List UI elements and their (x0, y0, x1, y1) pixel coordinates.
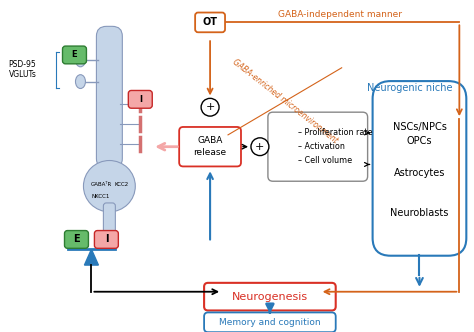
Text: I: I (139, 95, 142, 104)
FancyBboxPatch shape (195, 13, 225, 32)
FancyBboxPatch shape (373, 81, 466, 256)
Circle shape (251, 138, 269, 156)
Ellipse shape (75, 75, 85, 89)
Text: I: I (105, 234, 108, 244)
Text: GABA-independent manner: GABA-independent manner (278, 10, 401, 19)
FancyBboxPatch shape (179, 127, 241, 166)
Text: E: E (72, 50, 77, 59)
Text: NSCs/NPCs
OPCs: NSCs/NPCs OPCs (392, 122, 447, 146)
Text: GABA-enriched microenvironment: GABA-enriched microenvironment (230, 57, 339, 145)
FancyBboxPatch shape (128, 90, 152, 108)
Text: Neurogenic niche: Neurogenic niche (367, 83, 452, 93)
Text: Astrocytes: Astrocytes (394, 168, 445, 178)
Text: Memory and cognition: Memory and cognition (219, 318, 321, 327)
Text: NKCC1: NKCC1 (91, 194, 109, 199)
Text: Neuroblasts: Neuroblasts (390, 208, 449, 218)
Polygon shape (84, 249, 99, 265)
FancyBboxPatch shape (268, 112, 368, 181)
Ellipse shape (83, 160, 135, 212)
Ellipse shape (75, 53, 85, 67)
Text: GABA
release: GABA release (193, 136, 227, 157)
FancyBboxPatch shape (204, 312, 336, 332)
Text: +: + (255, 142, 264, 152)
Text: KCC2: KCC2 (114, 182, 128, 187)
Text: Neurogenesis: Neurogenesis (232, 291, 308, 302)
Text: PSD-95
VGLUTs: PSD-95 VGLUTs (9, 60, 36, 79)
FancyBboxPatch shape (96, 26, 122, 168)
FancyBboxPatch shape (63, 46, 86, 64)
FancyBboxPatch shape (94, 230, 118, 248)
FancyBboxPatch shape (64, 230, 89, 248)
FancyBboxPatch shape (204, 283, 336, 310)
Text: – Proliferation rate
– Activation
– Cell volume: – Proliferation rate – Activation – Cell… (298, 128, 372, 165)
Text: OT: OT (202, 17, 218, 28)
Circle shape (201, 98, 219, 116)
Text: +: + (205, 102, 215, 112)
Text: GABAᵀR: GABAᵀR (91, 182, 112, 187)
Text: E: E (73, 234, 80, 244)
FancyBboxPatch shape (103, 203, 115, 234)
